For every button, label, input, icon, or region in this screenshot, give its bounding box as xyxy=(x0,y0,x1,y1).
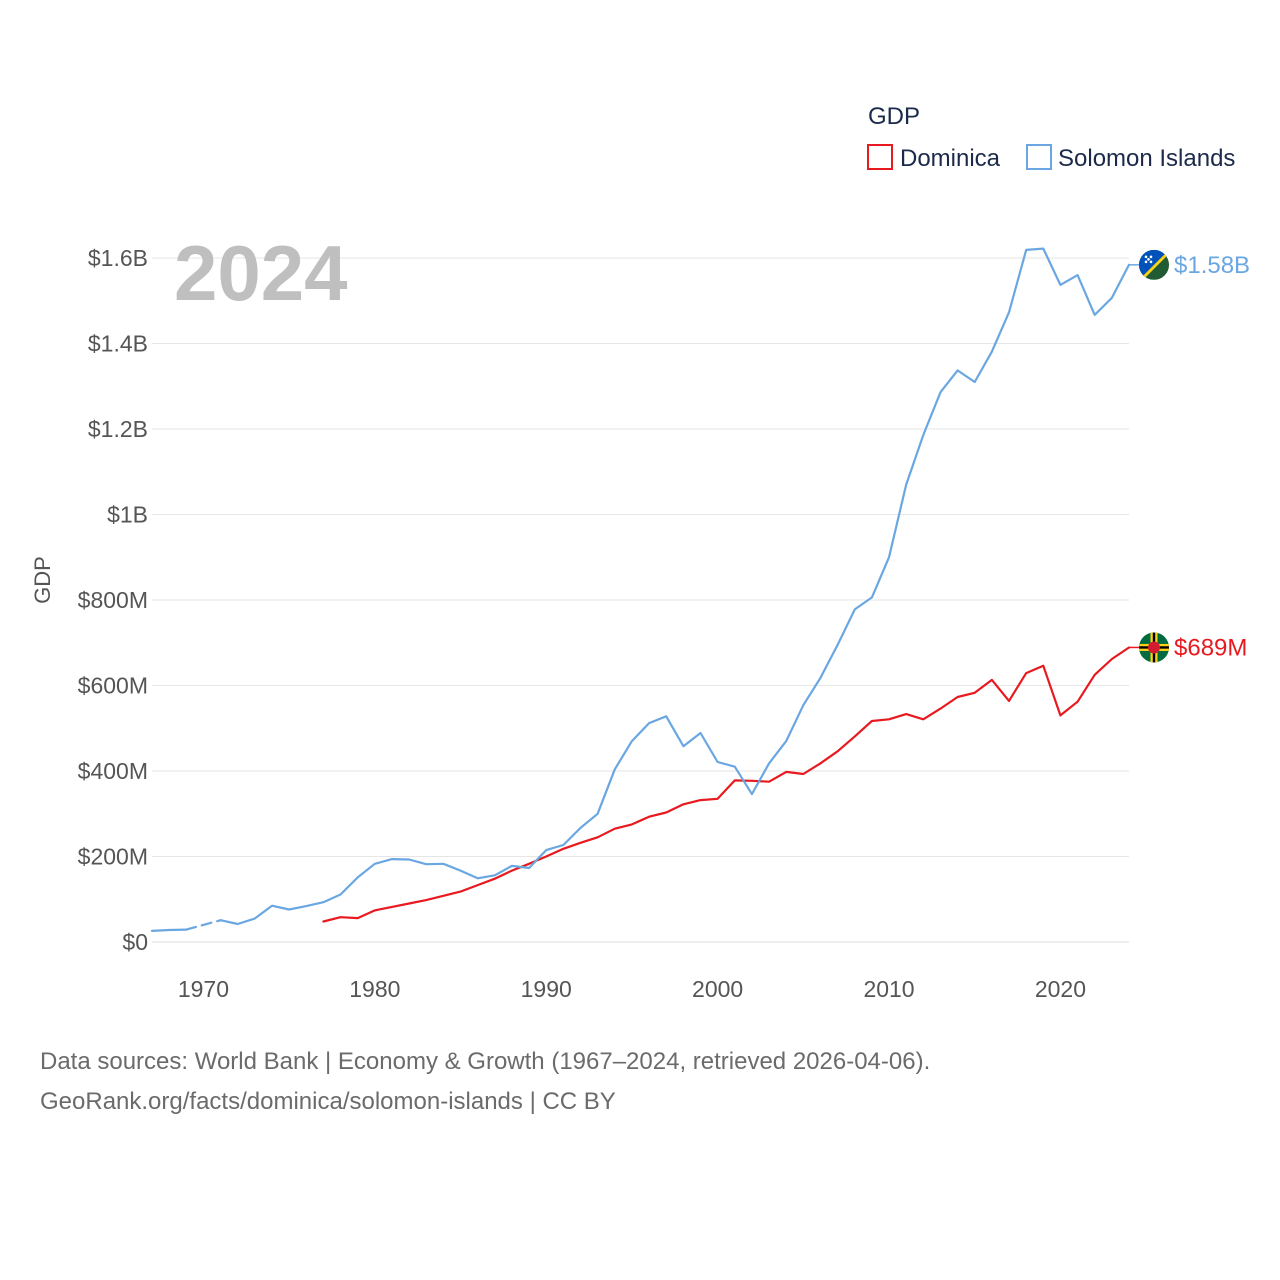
dominica-end-marker: $689M xyxy=(1129,632,1247,663)
y-tick-label: $0 xyxy=(122,929,148,955)
y-tick-label: $1.6B xyxy=(88,245,148,271)
solomon-islands-line xyxy=(150,928,188,933)
y-axis-title: GDP xyxy=(30,556,55,604)
x-tick-label: 1970 xyxy=(178,976,229,1002)
y-tick-label: $800M xyxy=(78,587,148,613)
dominica-flag-icon xyxy=(1139,632,1169,663)
series-dominica xyxy=(322,646,1131,923)
y-axis-ticks: $0 $200M $400M $600M $800M $1B $1.2B $1.4B $1.6B xyxy=(78,245,148,955)
y-tick-label: $600M xyxy=(78,673,148,699)
y-tick-label: $1.2B xyxy=(88,416,148,442)
gridlines xyxy=(152,257,1129,943)
x-tick-label: 1980 xyxy=(349,976,400,1002)
legend-item-dominica[interactable]: Dominica xyxy=(867,144,1001,172)
solomon-islands-line-dashed xyxy=(185,919,222,931)
legend-label-solomon-islands: Solomon Islands xyxy=(1058,145,1235,172)
y-tick-label: $1.4B xyxy=(88,331,148,357)
solomon-islands-line xyxy=(219,247,1131,926)
legend-title: GDP xyxy=(868,103,920,130)
y-tick-label: $200M xyxy=(78,844,148,870)
solomon-islands-end-label: $1.58B xyxy=(1174,252,1250,279)
x-tick-label: 2000 xyxy=(692,976,743,1002)
series-solomon-islands xyxy=(150,247,1131,933)
legend-item-solomon-islands[interactable]: Solomon Islands xyxy=(1026,144,1235,172)
y-tick-label: $400M xyxy=(78,758,148,784)
dominica-line xyxy=(322,646,1131,923)
x-tick-label: 1990 xyxy=(521,976,572,1002)
source-note: Data sources: World Bank | Economy & Gro… xyxy=(40,1042,930,1122)
year-label: 2024 xyxy=(174,229,348,317)
y-tick-label: $1B xyxy=(107,502,148,528)
legend-swatch-dominica xyxy=(867,144,893,170)
solomon-islands-flag-icon xyxy=(1139,249,1169,280)
legend: GDP Dominica Solomon Islands xyxy=(867,103,1235,172)
source-line-2: GeoRank.org/facts/dominica/solomon-islan… xyxy=(40,1088,616,1115)
legend-swatch-solomon-islands xyxy=(1026,144,1052,170)
solomon-islands-end-marker: $1.58B xyxy=(1129,249,1250,280)
legend-label-dominica: Dominica xyxy=(900,145,1001,172)
x-tick-label: 2010 xyxy=(863,976,914,1002)
dominica-end-label: $689M xyxy=(1174,634,1247,661)
x-axis-ticks: 1970 1980 1990 2000 2010 2020 xyxy=(178,976,1086,1002)
source-line-1: Data sources: World Bank | Economy & Gro… xyxy=(40,1048,931,1075)
x-tick-label: 2020 xyxy=(1035,976,1086,1002)
series-lines xyxy=(150,247,1131,933)
